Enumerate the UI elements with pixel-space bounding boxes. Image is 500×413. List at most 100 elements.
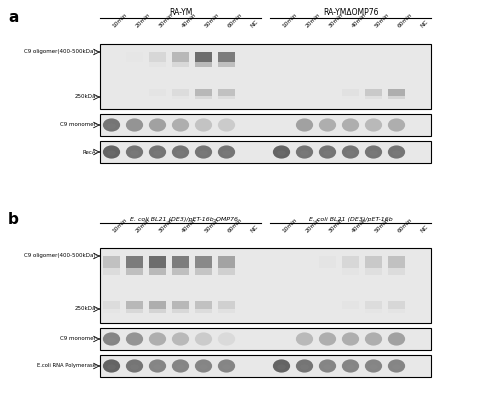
Bar [172,256,189,268]
Bar [342,88,359,95]
Bar [296,88,313,95]
Ellipse shape [392,364,401,370]
Ellipse shape [107,364,116,370]
Text: 10min: 10min [112,12,128,29]
Bar [319,256,336,268]
Text: E.coli RNA Polymerase-: E.coli RNA Polymerase- [37,363,98,368]
Ellipse shape [296,359,313,373]
Bar [195,268,212,275]
Ellipse shape [273,145,290,159]
Ellipse shape [323,150,332,156]
Ellipse shape [130,150,139,156]
Ellipse shape [392,123,401,129]
Bar [126,309,143,313]
Bar [172,62,189,67]
Ellipse shape [342,119,359,132]
Ellipse shape [369,337,378,343]
Ellipse shape [126,145,143,159]
Ellipse shape [103,119,120,132]
Ellipse shape [107,337,116,343]
Bar [126,268,143,275]
Bar [103,309,120,313]
Ellipse shape [296,145,313,159]
Bar [296,256,313,268]
Ellipse shape [126,359,143,373]
Text: 40min: 40min [350,12,367,29]
Ellipse shape [388,332,405,346]
Bar [195,309,212,313]
Bar [218,88,235,95]
Bar [172,95,189,99]
Bar [126,62,143,67]
Text: 40min: 40min [180,217,197,234]
Bar [365,88,382,95]
Ellipse shape [346,150,355,156]
Bar [273,62,290,67]
Ellipse shape [130,123,139,129]
Bar [296,301,313,309]
Ellipse shape [126,332,143,346]
Bar [319,309,336,313]
Bar [195,256,212,268]
Bar [365,268,382,275]
Ellipse shape [300,150,309,156]
Bar [103,301,120,309]
Bar [103,62,120,67]
Ellipse shape [218,359,235,373]
Bar [365,62,382,67]
Ellipse shape [346,123,355,129]
Text: 30min: 30min [158,12,174,29]
Ellipse shape [172,359,189,373]
Bar [103,52,120,62]
FancyBboxPatch shape [100,114,431,136]
Text: E. coli BL21 (DE3)/pET-16b-OMP76: E. coli BL21 (DE3)/pET-16b-OMP76 [130,217,238,222]
Bar [388,62,405,67]
Ellipse shape [153,364,162,370]
Ellipse shape [218,119,235,132]
Text: 60min: 60min [226,12,243,29]
Ellipse shape [277,364,286,370]
Ellipse shape [153,150,162,156]
Ellipse shape [103,145,120,159]
Ellipse shape [195,145,212,159]
Bar [365,95,382,99]
Bar [218,62,235,67]
Ellipse shape [199,364,208,370]
Text: C9 oligomer(400-500kDa)-: C9 oligomer(400-500kDa)- [24,254,98,259]
Text: 50min: 50min [374,217,390,234]
Bar [273,268,290,275]
Text: 20min: 20min [134,217,151,234]
Ellipse shape [222,364,231,370]
Ellipse shape [149,332,166,346]
Text: NC: NC [420,19,429,29]
Bar [195,52,212,62]
Ellipse shape [319,119,336,132]
Text: NC: NC [420,224,429,234]
Bar [126,256,143,268]
Bar [218,301,235,309]
Bar [342,309,359,313]
Ellipse shape [323,364,332,370]
Bar [365,256,382,268]
Bar [388,301,405,309]
Ellipse shape [300,123,309,129]
Ellipse shape [369,150,378,156]
Ellipse shape [369,123,378,129]
Bar [126,301,143,309]
Text: 50min: 50min [374,12,390,29]
Bar [319,88,336,95]
Ellipse shape [126,119,143,132]
Ellipse shape [130,337,139,343]
Ellipse shape [199,337,208,343]
Ellipse shape [365,359,382,373]
Text: RA-YM: RA-YM [169,8,192,17]
Ellipse shape [346,364,355,370]
Bar [149,256,166,268]
Ellipse shape [222,123,231,129]
Bar [319,301,336,309]
Text: C9 monomer-: C9 monomer- [60,123,98,128]
Ellipse shape [176,364,185,370]
Bar [342,62,359,67]
Bar [273,52,290,62]
Ellipse shape [199,150,208,156]
